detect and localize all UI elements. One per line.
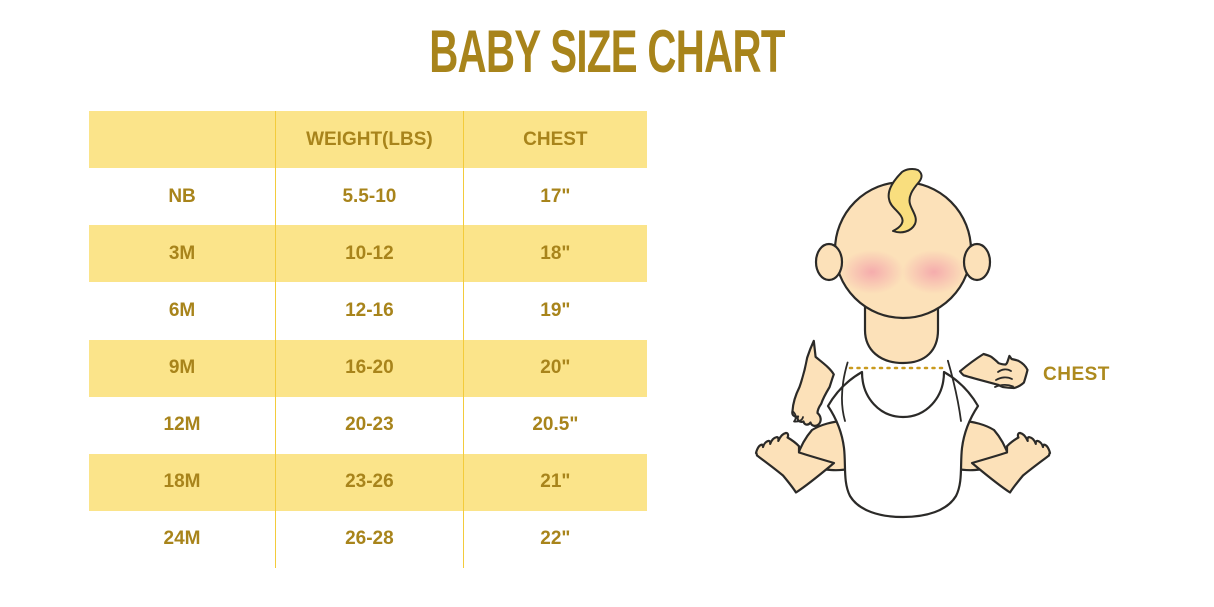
svg-text:CHEST: CHEST <box>1043 364 1110 385</box>
